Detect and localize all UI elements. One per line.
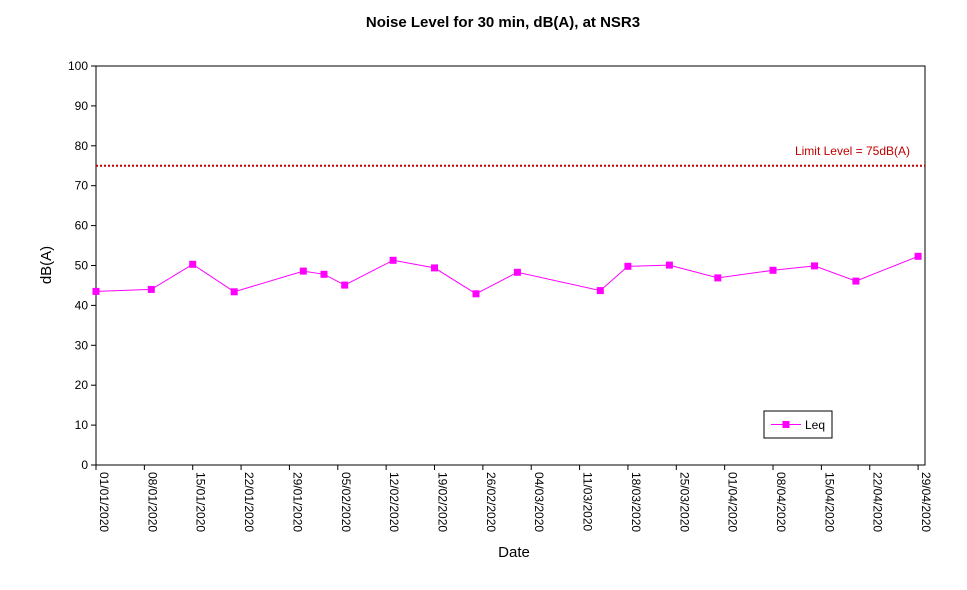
y-tick-label: 60: [75, 219, 89, 233]
data-point: [230, 288, 238, 296]
x-tick-label: 18/03/2020: [629, 472, 643, 532]
data-point: [914, 252, 922, 260]
data-point: [811, 262, 818, 270]
legend: Leq: [763, 410, 833, 439]
y-tick-label: 50: [75, 259, 89, 273]
x-tick-label: 15/01/2020: [194, 472, 208, 532]
legend-marker: [782, 421, 790, 428]
y-axis: 0 10 20 30 40 50 60 70 80 90 100: [68, 59, 96, 472]
data-point: [596, 287, 604, 295]
y-tick-label: 80: [75, 139, 89, 153]
data-point: [389, 256, 397, 264]
data-point: [189, 260, 197, 268]
data-point: [714, 274, 722, 282]
x-tick-label: 15/04/2020: [822, 472, 836, 532]
x-tick-label: 26/02/2020: [484, 472, 498, 532]
legend-label-leq: Leq: [805, 418, 825, 432]
data-point: [341, 281, 349, 289]
x-axis-label: Date: [498, 544, 530, 561]
x-tick-label: 22/04/2020: [871, 472, 885, 532]
x-tick-label: 11/03/2020: [581, 472, 595, 531]
x-tick-label: 22/01/2020: [242, 472, 256, 532]
data-point: [665, 261, 673, 269]
x-axis: 01/01/2020 08/01/2020 15/01/2020 22/01/2020…: [95, 465, 933, 532]
data-point: [852, 277, 860, 285]
x-tick-label: 01/04/2020: [726, 472, 740, 532]
data-point: [513, 268, 521, 276]
x-tick-label: 29/04/2020: [919, 472, 933, 532]
y-axis-label: dB(A): [38, 246, 55, 284]
x-tick-label: 05/02/2020: [339, 472, 353, 532]
data-point: [472, 290, 480, 298]
x-tick-label: 08/04/2020: [774, 472, 788, 532]
data-point: [147, 285, 155, 293]
x-tick-label: 25/03/2020: [677, 472, 691, 532]
plot-area: [95, 65, 926, 466]
y-tick-label: 10: [75, 418, 89, 432]
x-tick-label: 04/03/2020: [532, 472, 546, 532]
chart-title: Noise Level for 30 min, dB(A), at NSR3: [366, 14, 640, 31]
data-point: [624, 262, 632, 270]
limit-level: Limit Level = 75dB(A): [96, 144, 925, 167]
y-tick-label: 30: [75, 338, 89, 352]
data-point: [299, 267, 307, 275]
data-point: [92, 287, 100, 295]
y-tick-label: 100: [68, 59, 88, 73]
y-tick-label: 40: [75, 298, 89, 312]
data-point: [431, 264, 438, 272]
y-tick-label: 70: [75, 179, 89, 193]
x-tick-label: 01/01/2020: [97, 472, 111, 532]
x-tick-label: 29/01/2020: [290, 472, 304, 532]
y-tick-label: 20: [75, 378, 89, 392]
series-leq: [92, 252, 922, 298]
y-tick-label: 0: [81, 458, 88, 472]
data-point: [769, 266, 777, 274]
x-tick-label: 12/02/2020: [387, 472, 401, 532]
data-point: [320, 270, 328, 278]
x-tick-label: 19/02/2020: [436, 472, 450, 532]
limit-label: Limit Level = 75dB(A): [795, 144, 910, 158]
x-tick-label: 08/01/2020: [145, 472, 159, 532]
y-tick-label: 90: [75, 99, 89, 113]
